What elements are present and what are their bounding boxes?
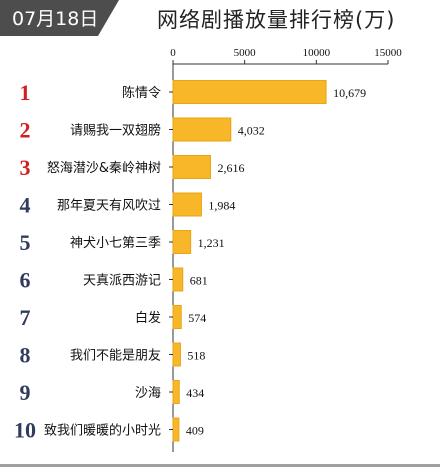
- rank-number: 2: [20, 118, 31, 143]
- value-label: 574: [188, 311, 206, 325]
- rank-number: 1: [20, 80, 31, 105]
- category-label: 那年夏天有风吹过: [57, 199, 161, 214]
- value-label: 4,032: [238, 124, 265, 138]
- rank-number: 4: [20, 193, 31, 218]
- bar: [172, 380, 180, 404]
- bar: [172, 230, 192, 254]
- value-label: 1,984: [208, 199, 235, 213]
- category-label: 神犬小七第三季: [70, 236, 161, 251]
- rank-number: 6: [20, 268, 31, 293]
- x-tick-label: 15000: [374, 47, 402, 59]
- category-label: 怒海潜沙&秦岭神树: [47, 161, 161, 176]
- category-label: 沙海: [135, 386, 161, 401]
- bottom-divider: [0, 464, 440, 467]
- category-label: 白发: [135, 310, 161, 326]
- chart-title: 网络剧播放量排行榜(万): [157, 8, 396, 32]
- category-label: 致我们暖暖的小时光: [44, 423, 161, 439]
- rank-number: 9: [20, 380, 31, 405]
- category-label: 陈情令: [122, 85, 161, 101]
- bar: [172, 192, 202, 217]
- value-label: 409: [186, 424, 204, 438]
- bar: [172, 80, 327, 104]
- category-label: 我们不能是朋友: [70, 348, 161, 364]
- x-tick-label: 10000: [303, 47, 331, 59]
- bar: [172, 155, 211, 179]
- category-label: 天真派西游记: [83, 274, 161, 289]
- rank-number: 5: [20, 230, 31, 255]
- value-label: 518: [187, 349, 205, 363]
- x-tick-label: 0: [170, 47, 176, 59]
- value-label: 2,616: [217, 161, 244, 175]
- rank-number: 8: [20, 343, 31, 368]
- date-badge: [0, 0, 119, 36]
- bar: [172, 117, 232, 142]
- x-tick-label: 5000: [234, 47, 257, 59]
- value-label: 434: [186, 386, 204, 400]
- bar: [172, 305, 182, 329]
- date-badge-shape: [0, 0, 119, 36]
- category-label: 请赐我一双翅膀: [70, 123, 161, 139]
- bar: [172, 267, 184, 292]
- value-label: 1,231: [198, 236, 225, 250]
- rank-number: 3: [20, 155, 31, 180]
- date-label: 07月18日: [12, 8, 99, 30]
- value-label: 681: [190, 274, 208, 288]
- bar: [172, 342, 181, 367]
- bar: [172, 417, 180, 442]
- value-label: 10,679: [333, 86, 366, 100]
- rank-number: 7: [20, 305, 31, 330]
- rank-number: 10: [14, 418, 36, 443]
